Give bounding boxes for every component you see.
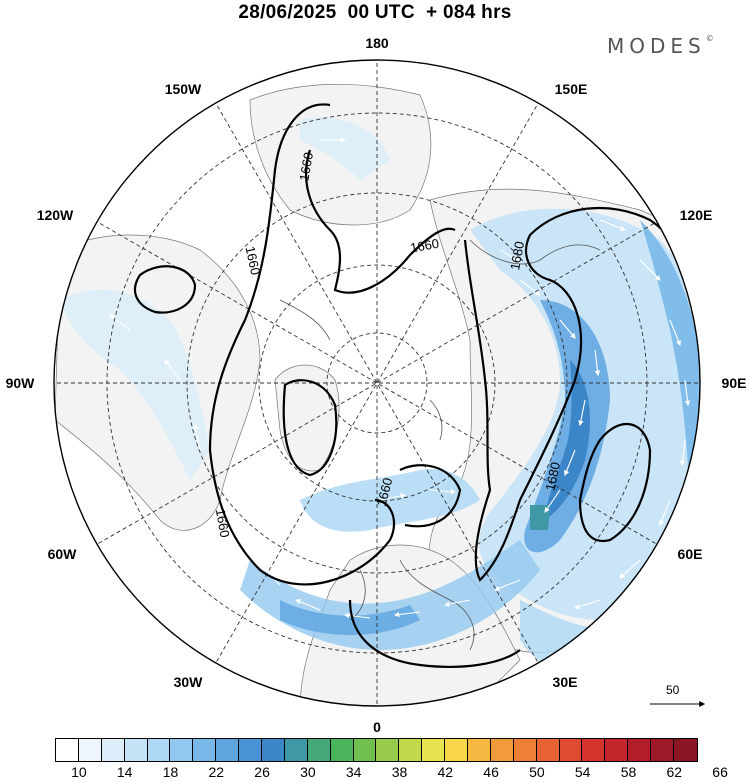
jet-band-east-max	[545, 360, 590, 520]
colorbar-cell	[147, 739, 171, 761]
contour-1660-west	[208, 103, 396, 586]
colorbar-cell	[78, 739, 102, 761]
colorbar-cell	[124, 739, 148, 761]
colorbar-tick-label: 34	[345, 764, 362, 780]
contour-labels: 1660 1660 1660 1680 1660 1680 1660	[213, 151, 563, 539]
lon-label-0: 0	[373, 719, 381, 735]
colorbar-tick-label: 46	[483, 764, 499, 780]
colorbar-tick-label: 66	[712, 764, 728, 780]
colorbar-cell	[513, 739, 537, 761]
lon-label-60w: 60W	[48, 546, 78, 562]
lon-label-60e: 60E	[678, 546, 703, 562]
contour-1660-greenland	[282, 379, 338, 477]
colorbar-tick-label: 58	[620, 764, 637, 780]
contour-1660-north	[305, 149, 456, 294]
jet-band-atlantic	[300, 469, 480, 532]
lon-label-30w: 30W	[174, 674, 204, 690]
contour-label-d: 1680	[507, 240, 527, 271]
wind-speed-shading	[60, 117, 700, 700]
colorbar-cell	[490, 739, 514, 761]
jet-band-west	[60, 289, 210, 480]
lon-label-120e: 120E	[680, 207, 713, 223]
lon-label-120w: 120W	[37, 207, 74, 223]
reference-vector-label: 50	[666, 683, 680, 697]
jet-band-east-core	[524, 300, 610, 553]
jet-band-pacific	[300, 117, 390, 180]
colorbar-cell	[101, 739, 125, 761]
colorbar-tick-label: 42	[437, 764, 454, 780]
logo-copyright: ©	[705, 34, 714, 43]
colorbar-cell	[239, 739, 263, 761]
contour-1660-south	[348, 599, 521, 668]
colorbar-tick-label: 62	[666, 764, 683, 780]
colorbar-ticks: 10141822263034384246505458626670	[55, 764, 728, 780]
colorbar	[55, 738, 698, 762]
lon-label-150w: 150W	[165, 81, 202, 97]
reference-vector: 50	[648, 683, 708, 713]
colorbar-cell	[536, 739, 560, 761]
colorbar-cell	[674, 739, 697, 761]
contour-label-b: 1660	[243, 245, 264, 276]
colorbar-tick-label: 38	[391, 764, 408, 780]
height-contours	[133, 103, 692, 668]
lon-label-90e: 90E	[722, 375, 747, 391]
colorbar-tick-label: 10	[71, 764, 87, 780]
coastlines	[279, 239, 601, 651]
colorbar-cell	[628, 739, 652, 761]
lon-label-90w: 90W	[6, 375, 36, 391]
colorbar-cell	[376, 739, 400, 761]
colorbar-cell	[559, 739, 583, 761]
jet-band-east-edge	[640, 220, 700, 540]
lon-label-30e: 30E	[553, 674, 578, 690]
colorbar-tick-label: 14	[116, 764, 133, 780]
longitude-labels: 180 0 90W 90E 150W 120W 150E 120E 60W 30…	[6, 35, 747, 735]
chart-title: 28/06/2025 00 UTC + 084 hrs	[238, 2, 512, 23]
reference-arrow-icon	[650, 701, 706, 707]
lon-label-150e: 150E	[555, 81, 588, 97]
colorbar-cell	[399, 739, 423, 761]
colorbar-cell	[262, 739, 285, 761]
colorbar-cell	[216, 739, 240, 761]
colorbar-cell	[582, 739, 606, 761]
contour-1660-loop	[399, 464, 462, 528]
colorbar-tick-label: 22	[208, 764, 225, 780]
colorbar-cell	[468, 739, 491, 761]
colorbar-cell	[284, 739, 308, 761]
colorbar-tick-label: 18	[162, 764, 179, 780]
colorbar-cell	[353, 739, 377, 761]
contour-1660-canada	[133, 265, 197, 314]
colorbar-cell	[422, 739, 446, 761]
map-border	[53, 59, 701, 707]
colorbar-tick-label: 26	[254, 764, 270, 780]
contour-label-g: 1660	[213, 508, 233, 539]
colorbar-cell	[193, 739, 217, 761]
logo-text: MODES	[607, 34, 706, 58]
colorbar-cell	[56, 739, 79, 761]
colorbar-cell	[605, 739, 629, 761]
contour-label-a: 1660	[296, 151, 316, 182]
contour-1680-east	[463, 206, 692, 582]
modes-logo: MODES©	[607, 34, 714, 58]
contour-1680-southeast	[578, 422, 652, 543]
colorbar-cell	[307, 739, 331, 761]
colorbar-cell	[445, 739, 469, 761]
colorbar-tick-label: 30	[300, 764, 316, 780]
colorbar-cell	[651, 739, 675, 761]
contour-label-c: 1660	[409, 236, 440, 256]
lon-label-180: 180	[365, 35, 389, 51]
colorbar-cell	[330, 739, 354, 761]
contour-label-e: 1660	[373, 476, 395, 508]
jet-band-south-core	[280, 600, 420, 635]
colorbar-tick-label: 50	[529, 764, 545, 780]
colorbar-cell	[170, 739, 194, 761]
colorbar-tick-label: 54	[574, 764, 591, 780]
contour-label-f: 1680	[542, 461, 563, 492]
